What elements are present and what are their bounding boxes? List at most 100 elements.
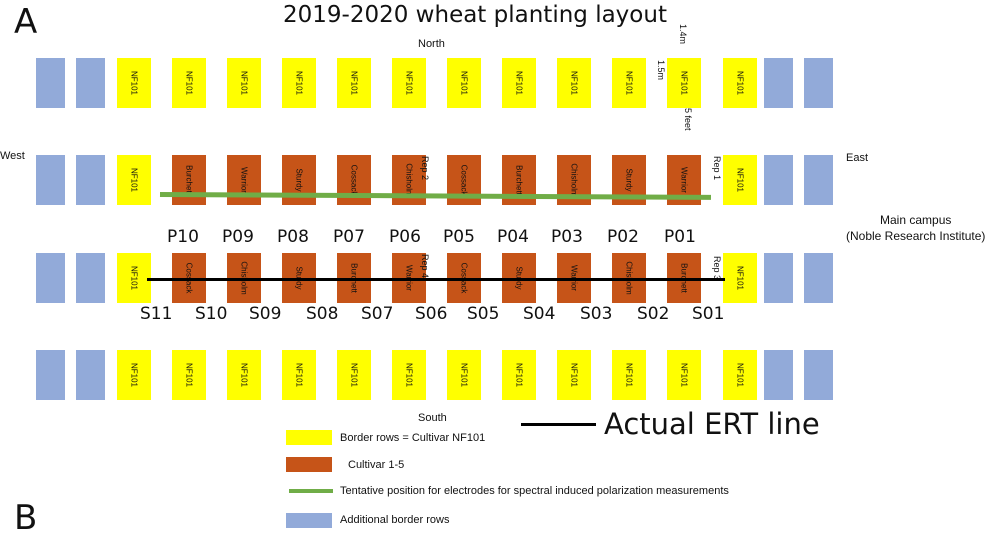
legend-border-label: Border rows = Cultivar NF101 — [340, 432, 486, 444]
additional-border-plot — [764, 58, 793, 108]
plot-label: NF101 — [624, 362, 634, 388]
border-plot: NF101 — [392, 58, 426, 108]
additional-border-plot — [804, 155, 833, 205]
plot-label: NF101 — [129, 167, 139, 193]
plot-label: Burchett — [514, 165, 524, 195]
legend-additional-swatch — [286, 513, 332, 528]
plot-label: NF101 — [735, 265, 745, 291]
s-electrode-label: S06 — [415, 304, 448, 324]
plot-label: NF101 — [514, 70, 524, 96]
p-electrode-label: P10 — [167, 227, 199, 247]
dimension-1-5m: 1.5m — [656, 60, 666, 81]
legend-cultivar-swatch — [286, 457, 332, 472]
border-plot: NF101 — [117, 155, 151, 205]
dimension-1-4m: 1.4m — [678, 24, 688, 45]
s-electrode-label: S11 — [140, 304, 173, 324]
additional-border-plot — [764, 253, 793, 303]
plot-label: Warrior — [679, 167, 689, 193]
border-plot: NF101 — [117, 58, 151, 108]
panel-label-a: A — [14, 2, 38, 42]
border-plot: NF101 — [392, 350, 426, 400]
campus-sublabel: (Noble Research Institute) — [846, 229, 986, 243]
additional-border-plot — [764, 350, 793, 400]
border-plot: NF101 — [282, 350, 316, 400]
plot-label: NF101 — [129, 70, 139, 96]
additional-border-plot — [76, 58, 105, 108]
plot-label: NF101 — [679, 362, 689, 388]
border-plot: NF101 — [667, 58, 701, 108]
plot-label: Chisholm — [569, 163, 579, 197]
plot-label: NF101 — [459, 362, 469, 388]
south-label: South — [418, 412, 447, 424]
page-title: 2019-2020 wheat planting layout — [283, 2, 667, 28]
p-electrode-label: P04 — [497, 227, 529, 247]
plot-label: Sturdy — [624, 168, 634, 192]
additional-border-plot — [36, 253, 65, 303]
s-electrode-label: S03 — [580, 304, 613, 324]
border-plot: NF101 — [723, 253, 757, 303]
ert-legend-label: Actual ERT line — [604, 407, 820, 441]
p-electrode-label: P05 — [443, 227, 475, 247]
plot-label: NF101 — [404, 70, 414, 96]
s-electrode-label: S01 — [692, 304, 725, 324]
plot-label: NF101 — [349, 70, 359, 96]
border-plot: NF101 — [723, 155, 757, 205]
plot-label: NF101 — [184, 70, 194, 96]
legend-sip-line — [289, 489, 333, 493]
additional-border-plot — [36, 350, 65, 400]
plot-label: Sturdy — [294, 168, 304, 192]
border-plot: NF101 — [447, 350, 481, 400]
s-electrode-label: S05 — [467, 304, 500, 324]
plot-label: NF101 — [459, 70, 469, 96]
border-plot: NF101 — [227, 58, 261, 108]
s-electrode-label: S08 — [306, 304, 339, 324]
border-plot: NF101 — [723, 350, 757, 400]
border-plot: NF101 — [337, 58, 371, 108]
border-plot: NF101 — [227, 350, 261, 400]
border-plot: NF101 — [172, 350, 206, 400]
ert-line — [147, 278, 725, 281]
dimension-5-feet: 5 feet — [683, 108, 693, 131]
border-plot: NF101 — [337, 350, 371, 400]
border-plot: NF101 — [117, 350, 151, 400]
border-plot: NF101 — [502, 350, 536, 400]
additional-border-plot — [764, 155, 793, 205]
p-electrode-label: P06 — [389, 227, 421, 247]
plot-label: NF101 — [735, 362, 745, 388]
north-label: North — [418, 38, 445, 50]
plot-label: NF101 — [404, 362, 414, 388]
cultivar-plot: Burchett — [172, 155, 206, 205]
plot-label: NF101 — [129, 362, 139, 388]
legend-cultivar-label: Cultivar 1-5 — [348, 459, 405, 471]
rep-1-label: Rep 1 — [712, 156, 722, 181]
s-electrode-label: S02 — [637, 304, 670, 324]
p-electrode-label: P07 — [333, 227, 365, 247]
s-electrode-label: S09 — [249, 304, 282, 324]
additional-border-plot — [36, 58, 65, 108]
plot-label: NF101 — [679, 70, 689, 96]
plot-label: NF101 — [735, 167, 745, 193]
border-plot: NF101 — [557, 350, 591, 400]
border-plot: NF101 — [612, 58, 646, 108]
plot-label: NF101 — [239, 70, 249, 96]
rep-2-label: Rep 2 — [420, 156, 430, 181]
additional-border-plot — [804, 58, 833, 108]
west-label: West — [0, 150, 25, 162]
additional-border-plot — [76, 253, 105, 303]
border-plot: NF101 — [667, 350, 701, 400]
p-electrode-label: P01 — [664, 227, 696, 247]
campus-label: Main campus — [880, 213, 952, 227]
plot-label: NF101 — [569, 362, 579, 388]
s-electrode-label: S10 — [195, 304, 228, 324]
rep-4-label: Rep 4 — [420, 254, 430, 279]
legend-sip-label: Tentative position for electrodes for sp… — [340, 485, 729, 497]
plot-label: NF101 — [735, 70, 745, 96]
rep-3-label: Rep 3 — [712, 256, 722, 281]
p-electrode-label: P08 — [277, 227, 309, 247]
p-electrode-label: P02 — [607, 227, 639, 247]
border-plot: NF101 — [172, 58, 206, 108]
border-plot: NF101 — [723, 58, 757, 108]
plot-label: NF101 — [514, 362, 524, 388]
additional-border-plot — [804, 253, 833, 303]
p-electrode-label: P03 — [551, 227, 583, 247]
